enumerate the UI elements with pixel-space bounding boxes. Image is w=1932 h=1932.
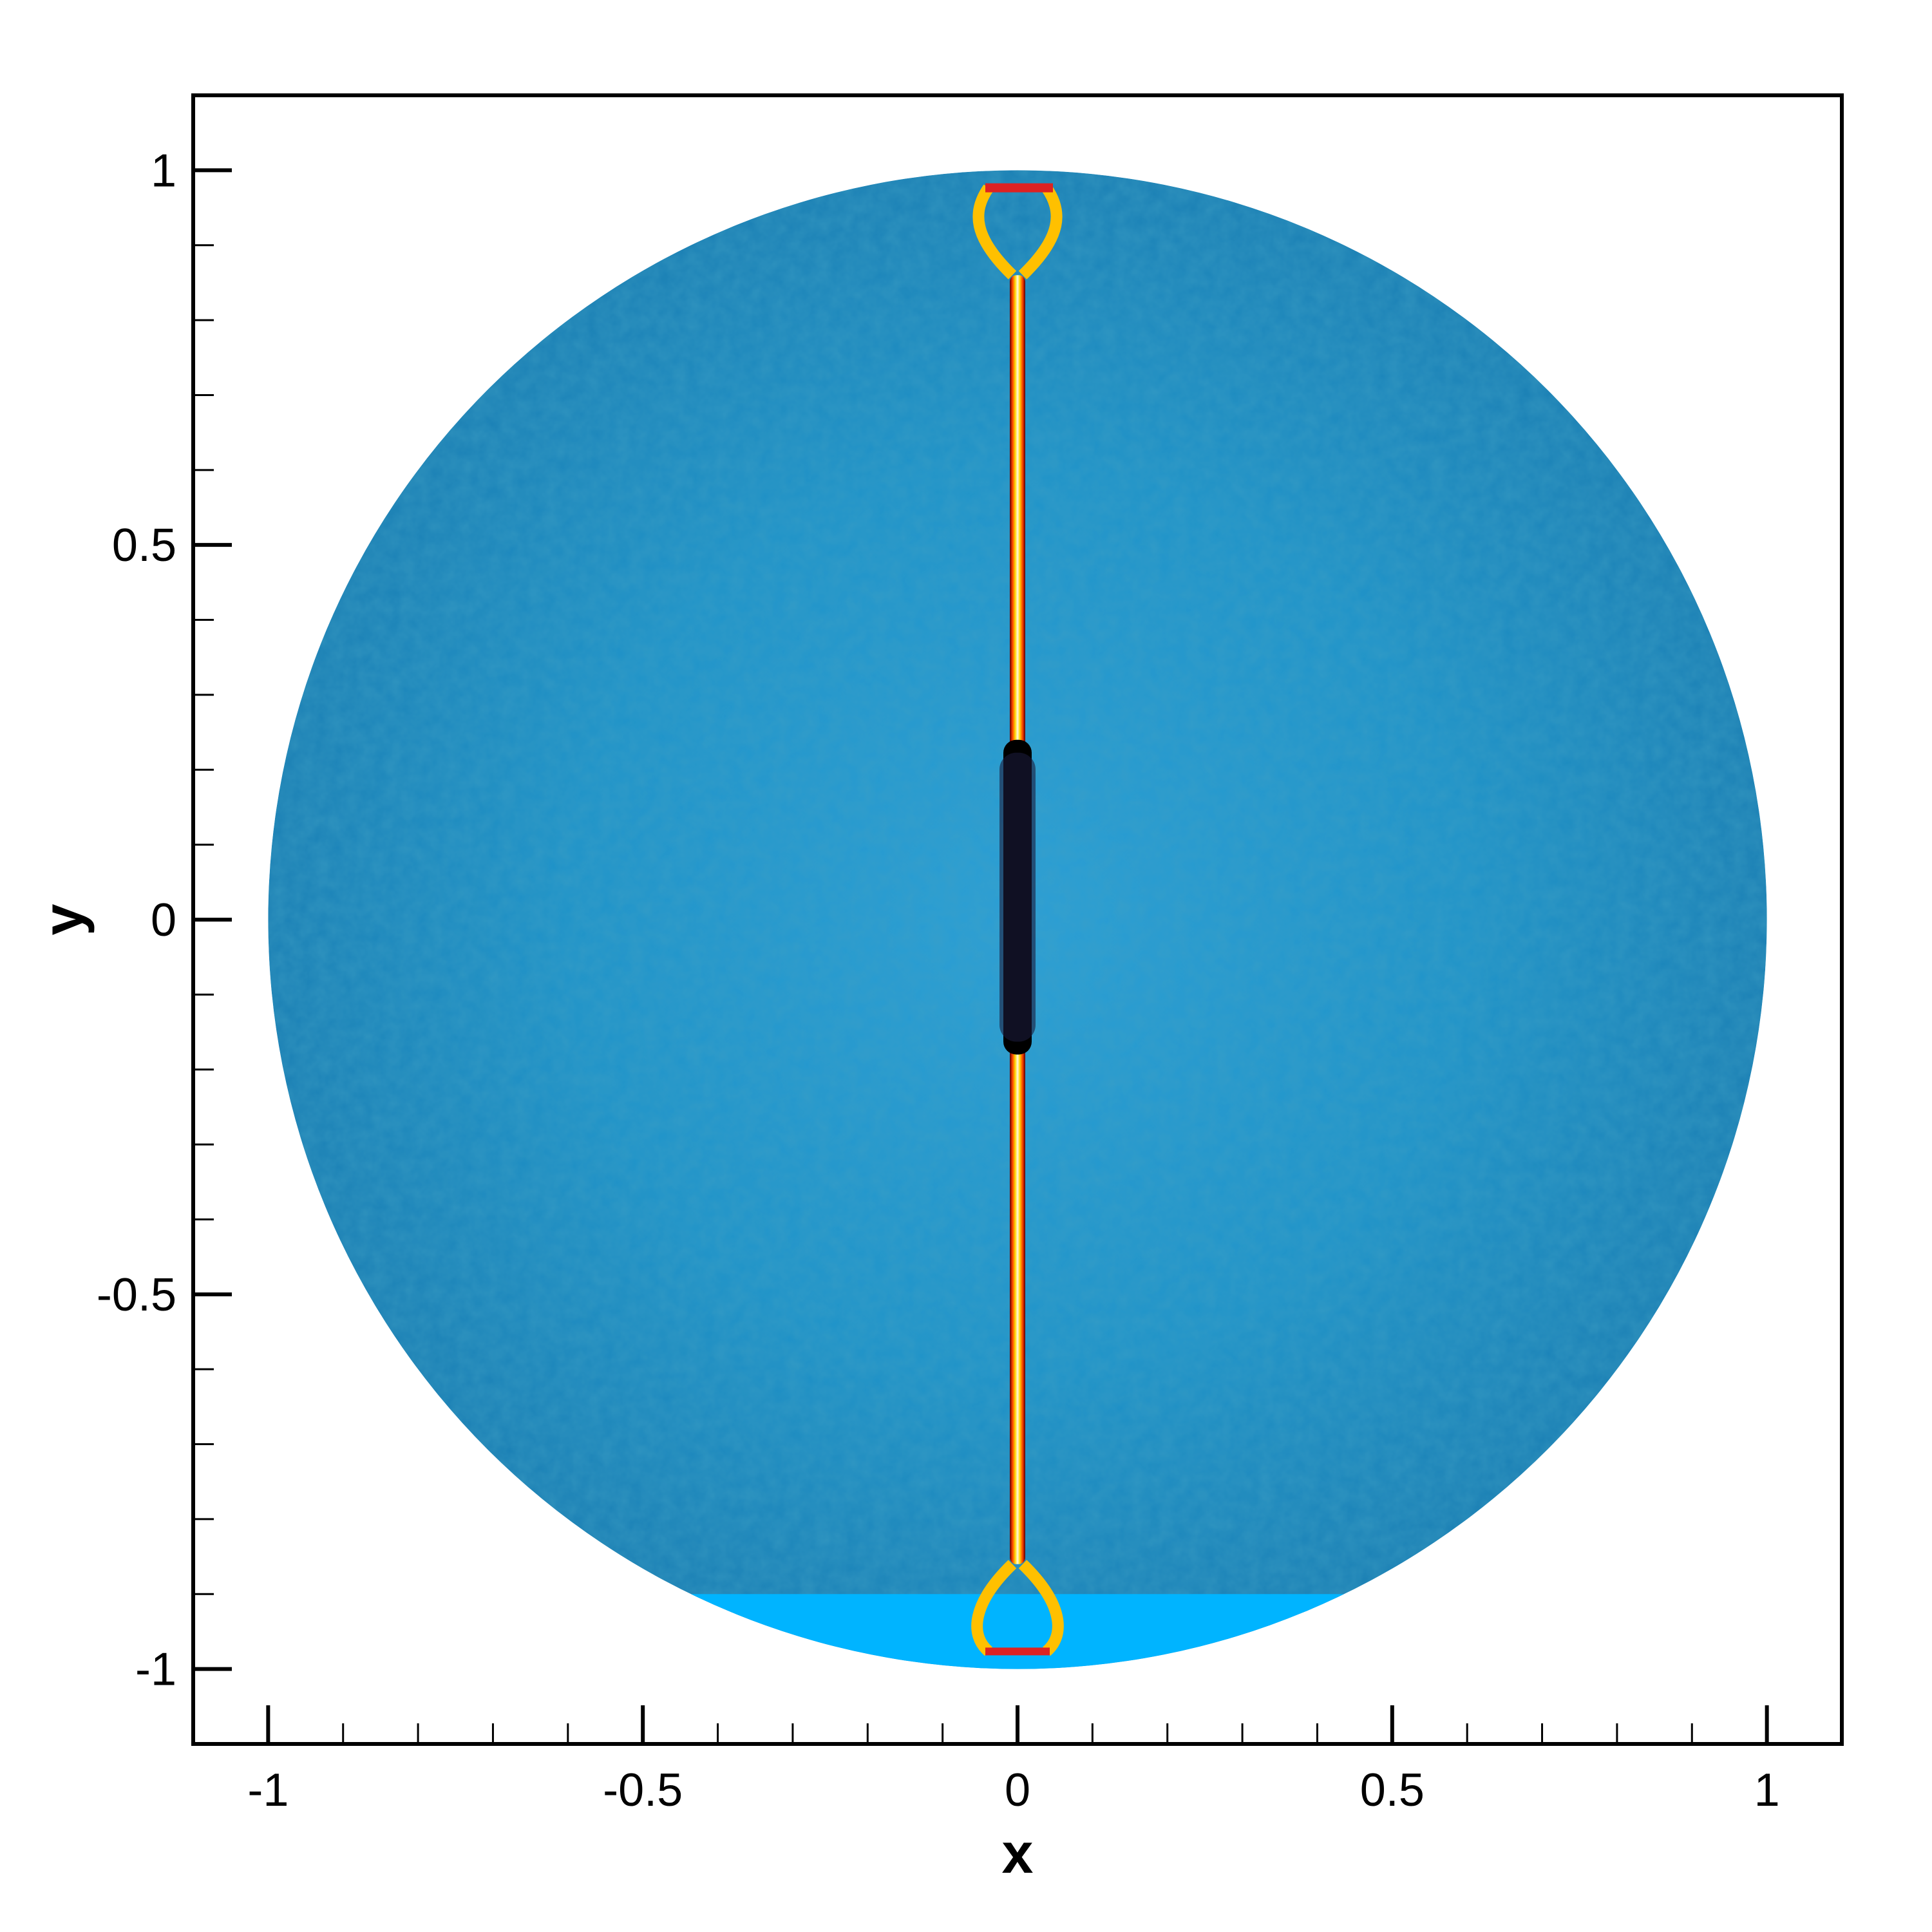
axis-ticks	[193, 168, 1769, 1744]
x-tick-label: -1	[247, 1765, 289, 1816]
y-tick-label: 0.5	[112, 520, 176, 571]
y-tick-label: 0	[151, 895, 176, 946]
x-tick-label: -0.5	[603, 1765, 683, 1816]
y-axis-title: y	[31, 904, 95, 935]
crack-core-halo	[999, 752, 1036, 1042]
crack-bottom-loop-right	[1018, 1560, 1064, 1656]
crack-top-loop-left	[972, 184, 1017, 279]
x-tick-label: 0	[1005, 1765, 1030, 1816]
y-tick-label: -0.5	[97, 1269, 176, 1321]
x-tick-label: 0.5	[1360, 1765, 1425, 1816]
crack-path	[971, 183, 1064, 1656]
crack-bottom-loop-left	[971, 1560, 1017, 1656]
axis-tick-labels: -1 -0.5 0 0.5 1 -1 -0.5 0 0.5 1	[97, 145, 1780, 1816]
x-tick-label: 1	[1754, 1765, 1780, 1816]
x-axis-title: x	[1002, 1821, 1034, 1885]
specimen-bottom-band	[268, 1594, 1767, 1669]
y-tick-label: -1	[135, 1644, 176, 1696]
y-tick-label: 1	[151, 145, 176, 196]
specimen-image	[268, 170, 1767, 1669]
crack-top-loop-right	[1018, 184, 1063, 279]
